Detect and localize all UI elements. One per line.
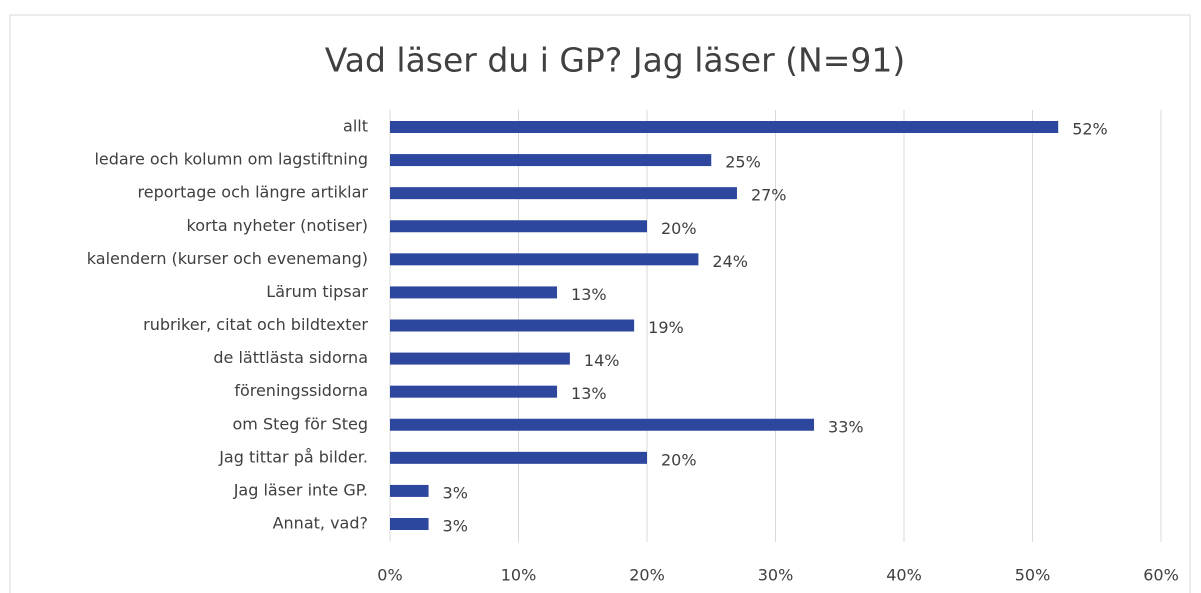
data-label: 3% bbox=[443, 517, 468, 536]
bar bbox=[390, 385, 558, 398]
data-label: 52% bbox=[1072, 120, 1108, 139]
bar bbox=[390, 451, 647, 464]
y-tick-label: om Steg för Steg bbox=[233, 414, 369, 433]
data-label: 25% bbox=[725, 153, 761, 172]
x-tick-label: 30% bbox=[758, 566, 794, 585]
y-tick-label: kalendern (kurser och evenemang) bbox=[87, 249, 368, 268]
data-label: 24% bbox=[712, 252, 748, 271]
chart-border bbox=[9, 14, 1191, 593]
bar bbox=[390, 121, 1059, 133]
bar bbox=[390, 220, 647, 233]
x-tick-label: 60% bbox=[1143, 566, 1179, 585]
data-label: 20% bbox=[661, 450, 697, 469]
data-label: 14% bbox=[584, 351, 620, 370]
y-tick-label: ledare och kolumn om lagstiftning bbox=[94, 150, 368, 169]
data-label: 13% bbox=[571, 285, 607, 304]
bar bbox=[390, 518, 429, 530]
data-label: 20% bbox=[661, 219, 697, 238]
x-tick-label: 0% bbox=[377, 566, 402, 585]
chart-title: Vad läser du i GP? Jag läser (N=91) bbox=[325, 41, 906, 80]
x-tick-label: 50% bbox=[1015, 566, 1051, 585]
y-tick-label: Jag tittar på bilder. bbox=[218, 447, 368, 466]
y-tick-label: föreningssidorna bbox=[234, 381, 368, 400]
bar bbox=[390, 319, 635, 332]
data-label: 27% bbox=[751, 186, 787, 205]
bar bbox=[390, 484, 429, 497]
y-tick-label: rubriker, citat och bildtexter bbox=[143, 315, 368, 334]
y-tick-label: Jag läser inte GP. bbox=[233, 480, 368, 499]
x-tick-label: 20% bbox=[629, 566, 665, 585]
x-tick-label: 40% bbox=[886, 566, 922, 585]
bar bbox=[390, 352, 570, 365]
y-tick-label: korta nyheter (notiser) bbox=[187, 216, 369, 235]
data-label: 33% bbox=[828, 417, 864, 436]
data-label: 19% bbox=[648, 318, 684, 337]
x-tick-label: 10% bbox=[501, 566, 537, 585]
bar bbox=[390, 253, 699, 266]
y-tick-label: Annat, vad? bbox=[273, 514, 368, 533]
y-tick-label: allt bbox=[343, 117, 368, 136]
y-tick-label: reportage och längre artiklar bbox=[138, 183, 369, 202]
bar bbox=[390, 187, 737, 200]
data-label: 13% bbox=[571, 384, 607, 403]
y-tick-label: Lärum tipsar bbox=[266, 282, 368, 301]
bar bbox=[390, 154, 712, 167]
data-label: 3% bbox=[443, 483, 468, 502]
bar bbox=[390, 418, 815, 431]
bar bbox=[390, 286, 558, 299]
y-tick-label: de lättlästa sidorna bbox=[213, 348, 368, 367]
